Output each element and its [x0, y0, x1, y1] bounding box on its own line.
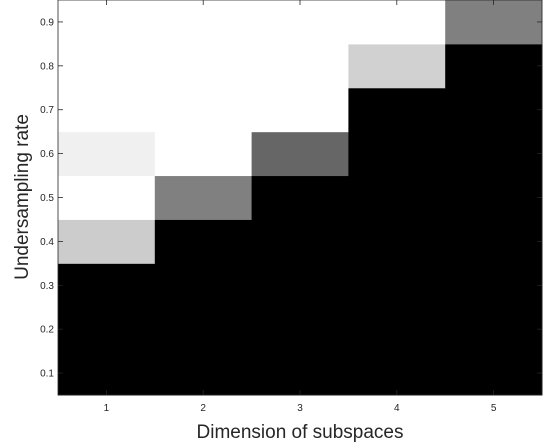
heatmap-cells [58, 0, 543, 396]
heatmap-cell [154, 219, 253, 264]
heatmap-cell [251, 87, 349, 133]
heatmap-cell [58, 351, 156, 396]
x-axis-ticks: 1 2 3 4 5 [104, 0, 497, 414]
heatmap-cell [348, 43, 446, 89]
heatmap-cell [251, 351, 349, 396]
heatmap-cell [58, 175, 156, 220]
heatmap-cell [348, 131, 446, 177]
y-axis-ticks: 0.1 0.2 0.3 0.4 0.5 0.6 0.7 0.8 0.9 [40, 17, 542, 380]
y-tick-label: 0.7 [40, 105, 54, 116]
heatmap-cell [348, 263, 446, 308]
x-tick-label: 3 [297, 403, 303, 414]
y-tick-label: 0.2 [40, 325, 54, 336]
heatmap-cell [348, 0, 446, 45]
x-tick-label: 4 [394, 403, 400, 414]
heatmap-cell [251, 307, 349, 352]
heatmap-cell [58, 263, 156, 308]
heatmap-cell [348, 351, 446, 396]
heatmap-cell [58, 131, 156, 177]
y-tick-label: 0.6 [40, 149, 54, 160]
heatmap-cell [251, 43, 349, 89]
heatmap-cell [251, 175, 349, 220]
heatmap-cell [58, 307, 156, 352]
heatmap-cell [348, 87, 446, 133]
y-tick-label: 0.4 [40, 237, 54, 248]
heatmap-cell [445, 175, 543, 220]
heatmap-cell [58, 43, 156, 89]
x-tick-label: 2 [200, 403, 206, 414]
heatmap-cell [251, 263, 349, 308]
heatmap-cell [445, 0, 543, 45]
y-tick-label: 0.1 [40, 369, 54, 380]
heatmap-cell [251, 131, 349, 177]
heatmap-cell [445, 87, 543, 133]
x-tick-label: 5 [491, 403, 497, 414]
heatmap-cell [445, 43, 543, 89]
heatmap-cell [445, 131, 543, 177]
heatmap-cell [154, 87, 253, 133]
heatmap-cell [445, 307, 543, 352]
heatmap-cell [58, 0, 156, 45]
y-tick-label: 0.9 [40, 17, 54, 28]
heatmap-cell [348, 307, 446, 352]
heatmap-cell [154, 131, 253, 177]
y-tick-label: 0.8 [40, 61, 54, 72]
y-tick-label: 0.3 [40, 281, 54, 292]
heatmap-cell [251, 0, 349, 45]
heatmap-cell [251, 219, 349, 264]
heatmap-cell [154, 351, 253, 396]
y-axis-label: Undersampling rate [12, 114, 33, 280]
heatmap-cell [154, 175, 253, 220]
heatmap-cell [58, 219, 156, 264]
x-axis-label: Dimension of subspaces [197, 422, 404, 443]
heatmap-cell [445, 263, 543, 308]
heatmap-cell [154, 307, 253, 352]
y-tick-label: 0.5 [40, 193, 54, 204]
heatmap-cell [154, 0, 253, 45]
heatmap-cell [348, 175, 446, 220]
heatmap-cell [154, 263, 253, 308]
x-tick-label: 1 [104, 403, 110, 414]
heatmap-cell [58, 87, 156, 133]
heatmap-cell [348, 219, 446, 264]
heatmap-cell [154, 43, 253, 89]
heatmap-cell [445, 219, 543, 264]
heatmap-cell [445, 351, 543, 396]
